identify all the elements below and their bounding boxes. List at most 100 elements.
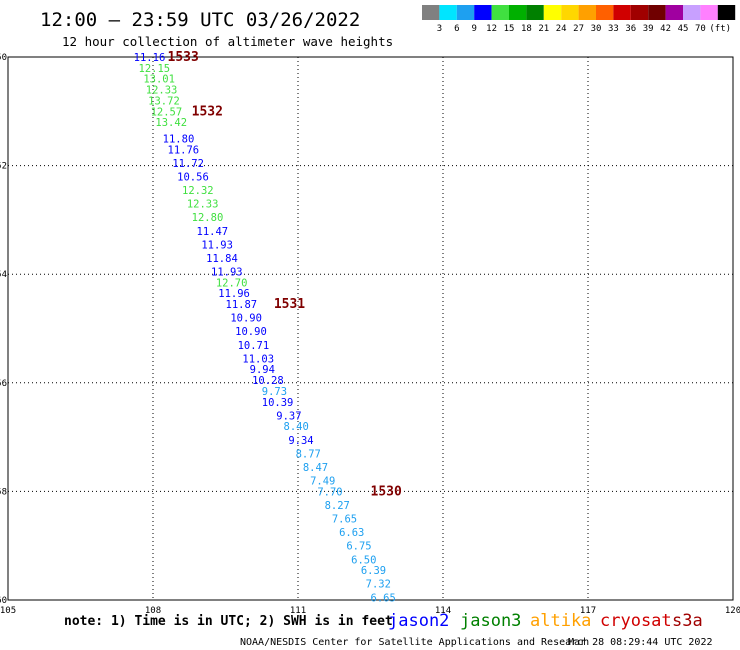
wave-height-label: 10.90 (230, 313, 262, 325)
wave-height-label: 7.65 (332, 514, 357, 526)
axis-labels: 105 108 111 114 117 120 -50 -52 -54 -56 -58 -60 (0, 53, 740, 616)
colorbar-tick-label: 3 (437, 24, 442, 34)
wave-height-label: 12.70 (216, 277, 248, 289)
wave-height-label: 12.33 (187, 199, 219, 211)
colorbar-swatch (700, 5, 718, 20)
colorbar-swatch (578, 5, 596, 20)
wave-height-label: 11.87 (226, 299, 258, 311)
wave-height-label: 13.72 (148, 95, 180, 107)
wave-height-label: 7.49 (310, 476, 335, 488)
chart-title: 12:00 – 23:59 UTC 03/26/2022 (40, 9, 360, 31)
wave-height-label: 12.32 (182, 185, 214, 197)
colorbar-tick-label: 12 (486, 24, 497, 34)
time-labels: 1533 1532 1531 1530 (168, 50, 402, 499)
time-label: 1532 (192, 104, 223, 119)
colorbar-tick-label: 70 (695, 24, 706, 34)
satellite-name: jason3 (460, 611, 521, 631)
wave-height-label: 7.32 (366, 579, 391, 591)
wave-height-label: 11.93 (201, 239, 233, 251)
colorbar-swatch (509, 5, 527, 20)
y-tick-label: -58 (0, 487, 7, 497)
wave-height-label: 11.72 (172, 158, 204, 170)
y-tick-label: -50 (0, 53, 7, 63)
wave-height-label: 11.16 (134, 52, 166, 64)
wave-height-label: 8.47 (303, 462, 328, 474)
gridlines (7, 56, 734, 601)
wave-height-label: 12.80 (192, 212, 224, 224)
satellite-name: s3a (672, 611, 703, 631)
colorbar-swatch (474, 5, 492, 20)
satellite-legend: jason2 jason3 altika cryosat s3a (388, 611, 703, 631)
y-tick-label: -54 (0, 270, 7, 280)
x-tick-label: 120 (725, 606, 740, 616)
colorbar-swatch (630, 5, 649, 20)
colorbar-tick-label: 24 (556, 24, 567, 34)
colorbar-tick-label: 39 (643, 24, 654, 34)
colorbar-swatch (526, 5, 544, 20)
time-label: 1530 (371, 484, 402, 499)
wave-height-label: 7.70 (317, 486, 342, 498)
wave-height-label: 10.28 (252, 375, 284, 387)
wave-height-label: 6.75 (346, 541, 371, 553)
y-tick-label: -60 (0, 596, 7, 606)
colorbar-swatch (543, 5, 562, 20)
wave-height-label: 9.94 (250, 364, 275, 376)
colorbar-tick-label: 18 (521, 24, 532, 34)
plot-frame (7, 56, 734, 601)
wave-height-label: 10.71 (238, 340, 270, 352)
wave-height-label: 12.15 (139, 63, 171, 75)
colorbar-tick-label: 27 (573, 24, 584, 34)
wave-height-label: 11.84 (206, 253, 238, 265)
colorbar-tick-label: 9 (471, 24, 476, 34)
wave-height-label: 11.93 (211, 266, 243, 278)
colorbar-tick-label: 21 (538, 24, 549, 34)
satellite-name: jason2 (388, 611, 449, 631)
colorbar-tick-label: 15 (504, 24, 515, 34)
wave-height-label: 10.56 (177, 171, 209, 183)
wave-height-label: 10.39 (262, 397, 294, 409)
y-tick-label: -52 (0, 162, 7, 172)
wave-height-label: 8.27 (325, 500, 350, 512)
wave-height-label: 13.01 (143, 74, 175, 86)
footer-note: note: 1) Time is in UTC; 2) SWH is in fe… (64, 614, 393, 629)
colorbar-swatch (665, 5, 683, 20)
wave-height-label: 8.40 (284, 421, 309, 433)
wave-height-label: 6.50 (351, 554, 376, 566)
x-tick-label: 111 (290, 606, 306, 616)
wave-height-label: 11.96 (218, 288, 250, 300)
wave-height-label: 9.34 (288, 435, 313, 447)
wave-height-label: 6.65 (371, 592, 396, 604)
footer-credit: NOAA/NESDIS Center for Satellite Applica… (240, 637, 589, 648)
wave-height-label: 9.73 (262, 386, 287, 398)
wave-height-label: 11.80 (163, 133, 195, 145)
colorbar-swatch (439, 5, 457, 20)
satellite-name: cryosat (600, 611, 672, 631)
colorbar-tick-label: 36 (625, 24, 636, 34)
colorbar-swatch (648, 5, 666, 20)
colorbar-tick-label: 42 (660, 24, 671, 34)
wave-height-label: 8.77 (296, 448, 321, 460)
wave-height-label: 11.03 (242, 353, 274, 365)
wave-height-label: 12.33 (146, 85, 178, 97)
wave-height-label: 10.90 (235, 326, 267, 338)
x-tick-label: 114 (435, 606, 451, 616)
colorbar-swatch (491, 5, 509, 20)
data-points: 11.1612.1513.0112.3313.7212.5713.4211.80… (134, 52, 396, 604)
wave-height-label: 6.39 (361, 565, 386, 577)
chart-subtitle: 12 hour collection of altimeter wave hei… (62, 34, 393, 49)
wave-height-label: 12.57 (151, 106, 183, 118)
wave-height-label: 11.76 (168, 144, 200, 156)
footer-timestamp: Mar 28 08:29:44 UTC 2022 (568, 637, 713, 648)
time-label: 1533 (168, 50, 199, 65)
colorbar: 3 6 9 12 15 18 21 24 27 30 33 36 39 42 45 70 (ft) (422, 5, 736, 34)
y-tick-label: -56 (0, 379, 7, 389)
wave-height-label: 9.37 (276, 410, 301, 422)
colorbar-tick-label: 6 (454, 24, 459, 34)
colorbar-tick-label: 30 (591, 24, 602, 34)
x-tick-label: 108 (145, 606, 161, 616)
colorbar-swatch (561, 5, 579, 20)
wave-height-label: 11.47 (197, 226, 229, 238)
wave-height-label: 6.63 (339, 527, 364, 539)
colorbar-unit: (ft) (709, 24, 731, 34)
colorbar-swatch (596, 5, 614, 20)
